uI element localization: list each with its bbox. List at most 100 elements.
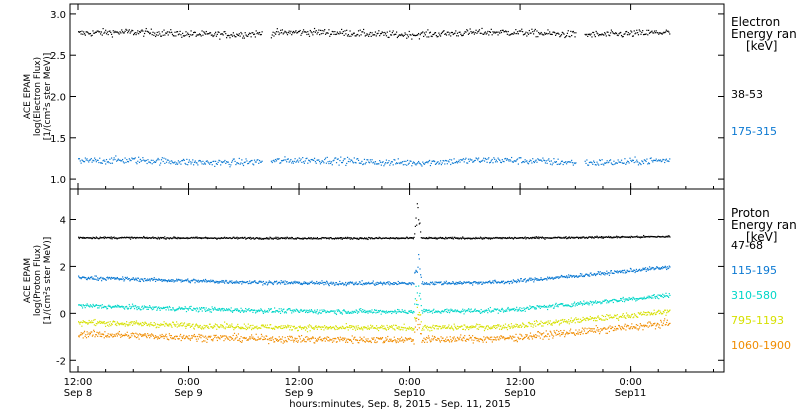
proton-point-795-1193 <box>379 326 382 328</box>
proton-point-795-1193 <box>412 327 414 330</box>
electron-point-38-53 <box>538 33 541 35</box>
proton-point-310-580 <box>435 310 437 312</box>
proton-point-310-580 <box>299 310 301 312</box>
proton-point-115-195 <box>196 280 198 282</box>
proton-point-795-1193 <box>419 314 421 316</box>
proton-point-795-1193 <box>122 324 124 326</box>
proton-point-115-195 <box>197 279 199 281</box>
proton-point-47-68 <box>556 237 558 239</box>
proton-point-115-195 <box>250 281 253 283</box>
proton-point-310-580 <box>562 305 564 307</box>
proton-point-310-580 <box>541 306 543 308</box>
electron-point-175-315 <box>608 161 610 163</box>
proton-point-115-195 <box>591 274 593 276</box>
proton-point-47-68 <box>89 237 92 239</box>
proton-point-310-580 <box>527 308 530 310</box>
proton-point-795-1193 <box>508 325 511 328</box>
electron-point-175-315 <box>505 159 508 161</box>
proton-point-47-68 <box>120 237 122 239</box>
proton-point-795-1193 <box>233 327 236 329</box>
electron-point-38-53 <box>175 35 177 37</box>
proton-point-795-1193 <box>383 325 385 327</box>
proton-point-310-580 <box>89 304 92 306</box>
electron-point-175-315 <box>303 162 306 164</box>
electron-point-175-315 <box>462 158 464 160</box>
proton-point-310-580 <box>239 310 241 312</box>
proton-point-795-1193 <box>612 317 614 319</box>
proton-point-47-68 <box>258 238 260 240</box>
proton-point-310-580 <box>616 300 618 302</box>
proton-point-47-68 <box>302 237 304 239</box>
proton-point-47-68 <box>444 238 446 240</box>
proton-point-310-580 <box>293 311 295 313</box>
proton-point-795-1193 <box>508 324 510 326</box>
electron-point-175-315 <box>660 160 662 163</box>
proton-point-47-68 <box>570 237 572 239</box>
proton-point-115-195 <box>249 282 251 284</box>
proton-point-115-195 <box>610 270 612 272</box>
proton-point-795-1193 <box>163 321 165 323</box>
proton-point-115-195 <box>320 282 322 284</box>
electron-point-38-53 <box>647 34 649 36</box>
proton-point-47-68 <box>660 236 662 238</box>
proton-point-115-195 <box>112 277 115 279</box>
proton-point-795-1193 <box>284 325 286 327</box>
proton-point-310-580 <box>595 302 597 304</box>
proton-point-795-1193 <box>537 324 539 326</box>
proton-point-115-195 <box>184 279 186 282</box>
proton-point-795-1193 <box>613 316 615 318</box>
proton-point-115-195 <box>650 268 653 270</box>
proton-point-115-195 <box>219 280 221 283</box>
electron-point-38-53 <box>516 32 518 35</box>
electron-point-38-53 <box>669 33 671 35</box>
proton-point-310-580 <box>533 307 536 309</box>
proton-point-47-68 <box>99 236 101 238</box>
proton-point-115-195 <box>511 282 513 284</box>
electron-point-175-315 <box>512 161 514 163</box>
proton-point-47-68 <box>639 236 641 238</box>
electron-point-38-53 <box>489 31 492 34</box>
proton-point-47-68 <box>514 237 516 239</box>
electron-point-38-53 <box>630 30 632 32</box>
proton-point-115-195 <box>485 281 487 283</box>
proton-point-795-1193 <box>520 324 522 326</box>
proton-point-795-1193 <box>297 329 299 332</box>
proton-point-310-580 <box>468 310 470 313</box>
proton-point-47-68 <box>506 237 509 239</box>
proton-point-115-195 <box>129 279 132 281</box>
proton-point-795-1193 <box>228 326 230 328</box>
proton-point-115-195 <box>350 281 352 284</box>
proton-point-310-580 <box>630 297 632 300</box>
proton-point-310-580 <box>516 306 518 308</box>
proton-point-310-580 <box>99 305 101 307</box>
proton-point-47-68 <box>642 236 644 238</box>
electron-point-175-315 <box>195 162 197 164</box>
electron-point-175-315 <box>117 158 119 160</box>
proton-point-310-580 <box>332 310 334 312</box>
proton-point-47-68 <box>141 237 144 239</box>
proton-point-115-195 <box>168 279 170 281</box>
proton-point-47-68 <box>519 237 521 239</box>
proton-point-795-1193 <box>352 328 354 330</box>
proton-point-795-1193 <box>370 327 372 329</box>
proton-point-115-195 <box>504 282 506 284</box>
proton-point-310-580 <box>596 302 598 304</box>
proton-point-47-68 <box>214 237 216 239</box>
electron-point-38-53 <box>512 33 514 35</box>
proton-point-47-68 <box>651 235 653 238</box>
proton-point-795-1193 <box>271 327 273 330</box>
electron-point-175-315 <box>258 159 261 162</box>
proton-point-115-195 <box>282 280 284 282</box>
proton-point-795-1193 <box>278 325 280 328</box>
proton-point-115-195 <box>371 282 373 285</box>
proton-point-310-580 <box>573 302 575 305</box>
proton-point-310-580 <box>129 307 132 310</box>
electron-point-175-315 <box>659 160 661 162</box>
electron-point-175-315 <box>138 161 141 164</box>
proton-point-310-580 <box>172 307 174 309</box>
proton-point-47-68 <box>475 237 478 239</box>
proton-point-115-195 <box>641 269 643 271</box>
proton-point-310-580 <box>522 309 524 312</box>
proton-point-47-68 <box>259 238 261 240</box>
proton-point-310-580 <box>145 306 147 308</box>
